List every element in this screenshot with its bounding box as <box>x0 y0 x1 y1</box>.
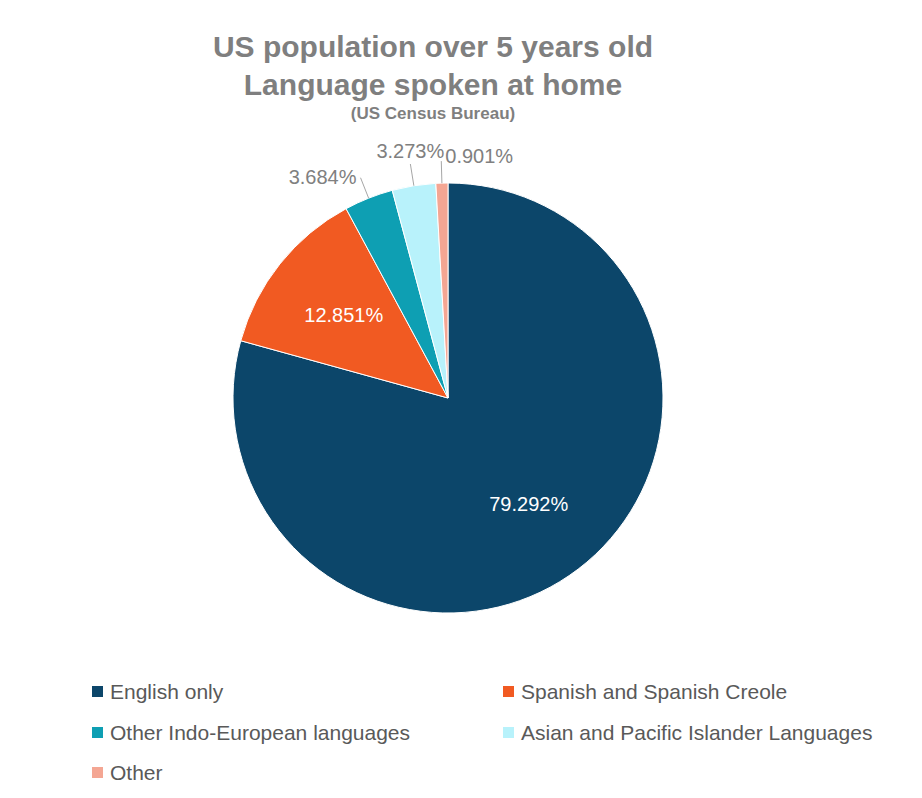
legend-label: Other Indo-European languages <box>110 721 410 744</box>
title-group: US population over 5 years old Language s… <box>213 30 653 123</box>
data-label: 0.901% <box>445 145 513 167</box>
slice <box>233 183 663 613</box>
data-label: 3.273% <box>376 140 444 162</box>
legend-swatch <box>503 686 514 697</box>
data-label: 12.851% <box>304 304 383 326</box>
data-labels: 79.292% 12.851% 3.684% 3.273%0.901% <box>289 140 569 515</box>
legend-swatch <box>92 727 103 738</box>
subtitle: (US Census Bureau) <box>351 104 515 123</box>
legend-label: English only <box>110 680 224 703</box>
legend-label: Spanish and Spanish Creole <box>521 680 787 703</box>
pie <box>233 183 663 613</box>
chart: US population over 5 years old Language s… <box>0 0 922 798</box>
title: Language spoken at home <box>244 68 622 101</box>
leader-line <box>410 164 413 186</box>
legend-swatch <box>92 686 103 697</box>
legend-swatch <box>92 767 103 778</box>
data-label: 79.292% <box>489 493 568 515</box>
slice <box>392 183 448 398</box>
legend-swatch <box>503 727 514 738</box>
slice <box>436 183 448 398</box>
title: US population over 5 years old <box>213 30 653 63</box>
legend-label: Asian and Pacific Islander Languages <box>521 721 872 744</box>
leader-line <box>361 178 369 198</box>
legend: English only Spanish and Spanish Creole Ot… <box>92 680 872 784</box>
legend-label: Other <box>110 761 163 784</box>
leader-line <box>441 161 443 183</box>
data-label: 3.684% <box>289 166 357 188</box>
